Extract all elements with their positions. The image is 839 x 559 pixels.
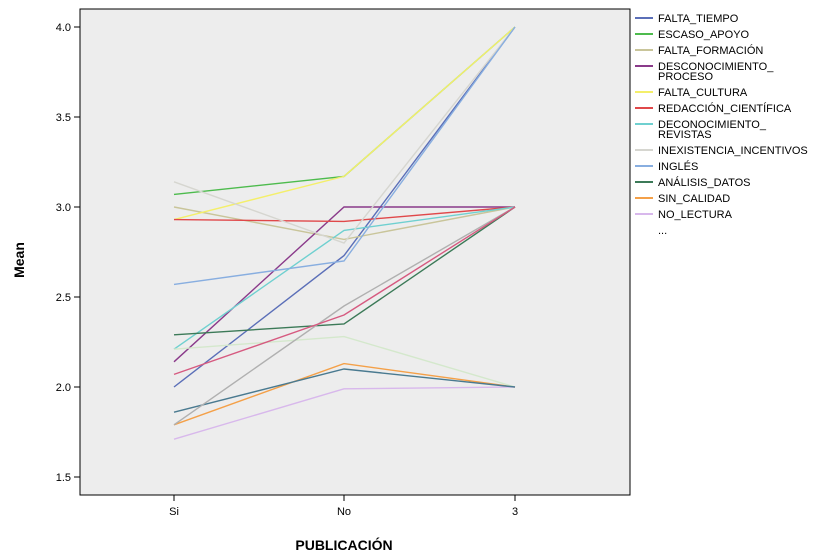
legend-label: INGLÉS	[658, 160, 698, 173]
series-line-10	[173, 206, 516, 336]
x-axis-title: PUBLICACIÓN	[295, 536, 392, 553]
y-tick-label: 4.0	[56, 22, 71, 34]
x-axis: Si No 3	[169, 495, 518, 518]
series-line-14	[173, 368, 516, 413]
legend-label: FALTA_FORMACIÓN	[658, 44, 763, 57]
series-line-7	[173, 206, 516, 350]
legend: FALTA_TIEMPO ESCASO_APOYO FALTA_FORMACIÓN D…	[635, 13, 808, 237]
legend-label: INEXISTENCIA_INCENTIVOS	[658, 145, 808, 157]
legend-label: ESCASO_APOYO	[658, 29, 750, 41]
series-line-3	[173, 206, 516, 241]
legend-label: SIN_CALIDAD	[658, 193, 730, 205]
x-tick-label: 3	[512, 506, 518, 518]
legend-label: FALTA_CULTURA	[658, 87, 748, 99]
legend-label: ANÁLISIS_DATOS	[658, 176, 751, 189]
y-axis-title: Mean	[11, 242, 27, 278]
legend-label: DECONOCIMIENTO_	[658, 119, 767, 131]
y-tick-label: 2.5	[56, 292, 71, 304]
x-tick-label: No	[337, 506, 351, 518]
plot-area	[79, 8, 631, 496]
y-axis: 1.5 2.0 2.5 3.0 3.5 4.0	[56, 22, 80, 484]
legend-label: FALTA_TIEMPO	[658, 13, 739, 25]
series-line-13	[173, 335, 516, 388]
y-tick-label: 1.5	[56, 472, 71, 484]
legend-label: DESCONOCIMIENTO_	[658, 61, 774, 73]
y-tick-label: 3.5	[56, 112, 71, 124]
series-line-15	[173, 206, 516, 426]
series-line-12	[173, 386, 516, 440]
series-line-11	[173, 362, 516, 426]
series-line-9	[173, 26, 516, 286]
series-line-8	[173, 26, 516, 244]
series-line-6	[173, 206, 516, 223]
series-line-16	[173, 206, 516, 376]
series-layer	[173, 26, 516, 440]
series-line-1	[173, 26, 516, 388]
series-line-5	[173, 26, 516, 221]
y-tick-label: 3.0	[56, 202, 71, 214]
legend-label: NO_LECTURA	[658, 209, 733, 221]
legend-label: REVISTAS	[658, 129, 712, 141]
legend-label: PROCESO	[658, 71, 713, 83]
legend-label: REDACCIÓN_CIENTÍFICA	[658, 102, 792, 115]
x-tick-label: Si	[169, 506, 179, 518]
legend-more: ...	[658, 225, 667, 237]
y-tick-label: 2.0	[56, 382, 71, 394]
